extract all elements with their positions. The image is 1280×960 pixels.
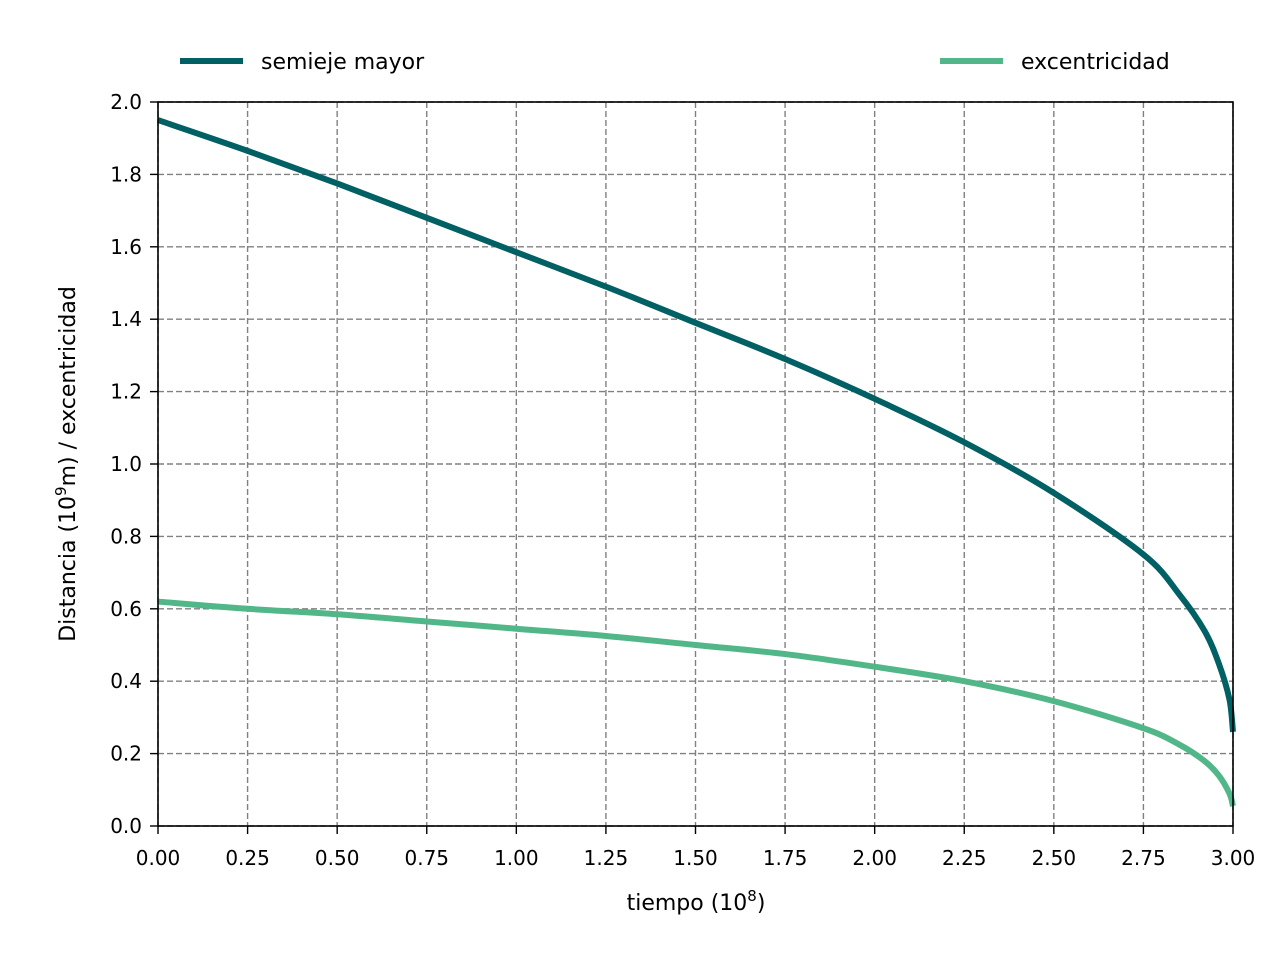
x-tick-label: 1.75 [763, 846, 808, 870]
x-tick-label: 0.25 [225, 846, 270, 870]
y-tick-label: 1.2 [110, 380, 142, 404]
y-tick-label: 1.4 [110, 307, 142, 331]
y-tick-label: 0.4 [110, 669, 142, 693]
x-axis-label: tiempo (108) [627, 887, 766, 916]
y-axis-label: Distancia (109m) / excentricidad [52, 286, 81, 642]
x-tick-label: 2.75 [1121, 846, 1166, 870]
y-axis-label-exponent: 9 [52, 486, 70, 496]
x-tick-label: 0.00 [136, 846, 181, 870]
x-tick-label: 2.25 [942, 846, 987, 870]
x-axis-label-exponent: 8 [747, 887, 757, 905]
x-tick-label: 2.00 [852, 846, 897, 870]
series-line-excentricidad [157, 598, 1236, 807]
grid-lines [157, 101, 1234, 827]
y-tick-label: 0.2 [110, 742, 142, 766]
legend-label-semieje-mayor: semieje mayor [261, 50, 425, 75]
y-tick-label: 0.8 [110, 524, 142, 548]
y-axis-ticks: 0.0 0.2 0.4 0.6 0.8 1.0 1.2 1.4 1.6 1.8 2.0 [110, 90, 158, 838]
x-axis-ticks: 0.00 0.25 0.50 0.75 1.00 1.25 1.50 1.75 2.00 2.25… [136, 826, 1256, 870]
y-tick-label: 0.0 [110, 814, 142, 838]
x-tick-label: 0.75 [404, 846, 449, 870]
series-line-semieje-mayor [157, 117, 1236, 733]
y-tick-label: 2.0 [110, 90, 142, 114]
y-tick-label: 0.6 [110, 597, 142, 621]
x-tick-label: 3.00 [1211, 846, 1256, 870]
y-tick-label: 1.8 [110, 162, 142, 186]
x-tick-label: 1.50 [673, 846, 718, 870]
x-tick-label: 1.00 [494, 846, 539, 870]
x-tick-label: 1.25 [584, 846, 629, 870]
series-layer [157, 117, 1236, 807]
legend: semieje mayor excentricidad [180, 50, 1170, 75]
x-tick-label: 2.50 [1032, 846, 1077, 870]
x-tick-label: 0.50 [315, 846, 360, 870]
legend-label-excentricidad: excentricidad [1021, 50, 1170, 75]
y-tick-label: 1.6 [110, 235, 142, 259]
y-tick-label: 1.0 [110, 452, 142, 476]
